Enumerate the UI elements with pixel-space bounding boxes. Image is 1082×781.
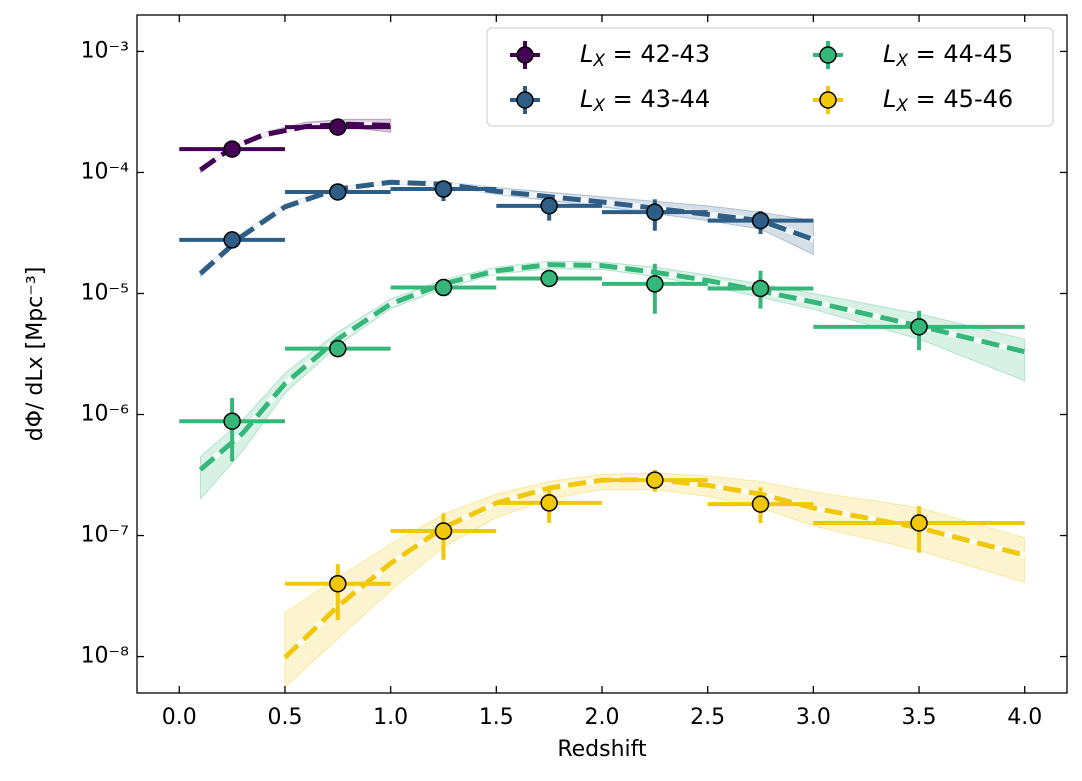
data-point — [540, 494, 558, 512]
data-point — [540, 269, 558, 288]
data-point — [910, 318, 928, 336]
legend-marker — [819, 91, 837, 109]
x-tick-label: 0.0 — [162, 705, 197, 730]
data-point — [434, 522, 453, 540]
model-line — [198, 262, 1026, 472]
data-point — [223, 231, 241, 249]
legend-box — [486, 27, 1054, 127]
x-tick-label: 0.5 — [267, 705, 302, 730]
y-tick-label: 10⁻³ — [81, 38, 129, 63]
data-point — [751, 211, 770, 230]
x-tick-label: 3.0 — [796, 705, 831, 730]
legend-marker — [516, 91, 534, 109]
data-point — [223, 412, 241, 430]
data-point — [434, 278, 453, 297]
data-point — [434, 180, 453, 198]
y-tick-label: 10⁻⁷ — [81, 523, 129, 548]
model-band — [199, 260, 1026, 501]
data-point — [329, 118, 347, 136]
legend-marker — [819, 46, 837, 64]
legend-marker — [516, 46, 534, 64]
y-tick-label: 10⁻⁵ — [81, 280, 129, 305]
x-tick-label: 1.0 — [373, 705, 408, 730]
data-point — [223, 140, 241, 158]
data-point — [329, 183, 347, 201]
data-point — [646, 203, 664, 221]
model-band — [284, 472, 1026, 689]
data-point — [751, 495, 770, 513]
legend-label: LX = 44-45 — [883, 40, 1013, 71]
y-axis-label: dΦ/ dLx [Mpc⁻³] — [23, 267, 48, 442]
x-axis-label: Redshift — [557, 737, 647, 762]
legend-label: LX = 42-43 — [580, 40, 710, 71]
legend: LX = 42-43 LX = 43-44 LX = 44-45 LX = 45-46 — [510, 40, 1013, 116]
x-tick-label: 4.0 — [1007, 705, 1042, 730]
data-point — [329, 339, 347, 358]
data-point — [646, 275, 664, 293]
y-tick-label: 10⁻⁴ — [81, 159, 130, 184]
data-point — [329, 574, 347, 593]
x-tick-label: 2.0 — [585, 705, 620, 730]
x-tick-label: 2.5 — [690, 705, 725, 730]
model-line-halo — [198, 261, 1026, 472]
legend-label: LX = 45-46 — [883, 85, 1013, 116]
data-point — [910, 514, 928, 532]
data-point — [646, 471, 664, 489]
y-tick-label: 10⁻⁸ — [81, 644, 130, 669]
data-point — [751, 279, 770, 298]
y-tick-label: 10⁻⁶ — [81, 402, 130, 427]
data-point — [540, 197, 558, 215]
plot-area — [179, 118, 1026, 689]
x-tick-label: 3.5 — [902, 705, 937, 730]
legend-label: LX = 43-44 — [580, 85, 710, 116]
x-tick-label: 1.5 — [479, 705, 514, 730]
